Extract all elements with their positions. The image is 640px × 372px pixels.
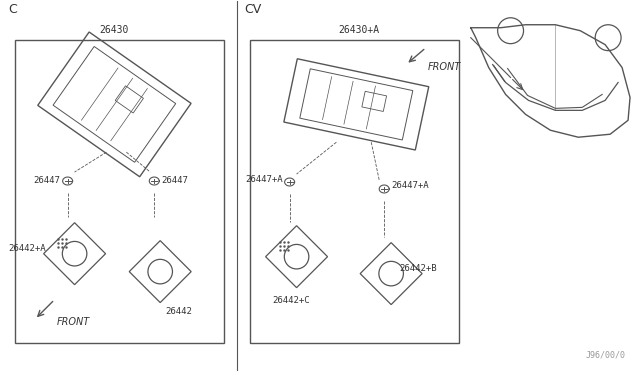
Text: 26442+B: 26442+B (399, 264, 436, 273)
Text: J96/00/0: J96/00/0 (585, 350, 625, 359)
Text: 26430+A: 26430+A (339, 25, 380, 35)
Text: 26447+A: 26447+A (245, 174, 283, 183)
Bar (250, 40, 459, 343)
Text: CV: CV (244, 3, 261, 16)
Bar (15, 40, 224, 343)
Text: 26442+C: 26442+C (273, 296, 310, 305)
Text: 26447: 26447 (161, 176, 188, 185)
Text: 26430: 26430 (100, 25, 129, 35)
Text: 26442: 26442 (165, 307, 192, 317)
Text: 26442+A: 26442+A (8, 244, 45, 253)
Text: 26447+A: 26447+A (391, 182, 429, 190)
Text: 26447: 26447 (34, 176, 61, 185)
Text: C: C (8, 3, 17, 16)
Text: FRONT: FRONT (57, 317, 90, 327)
Text: FRONT: FRONT (428, 61, 461, 71)
